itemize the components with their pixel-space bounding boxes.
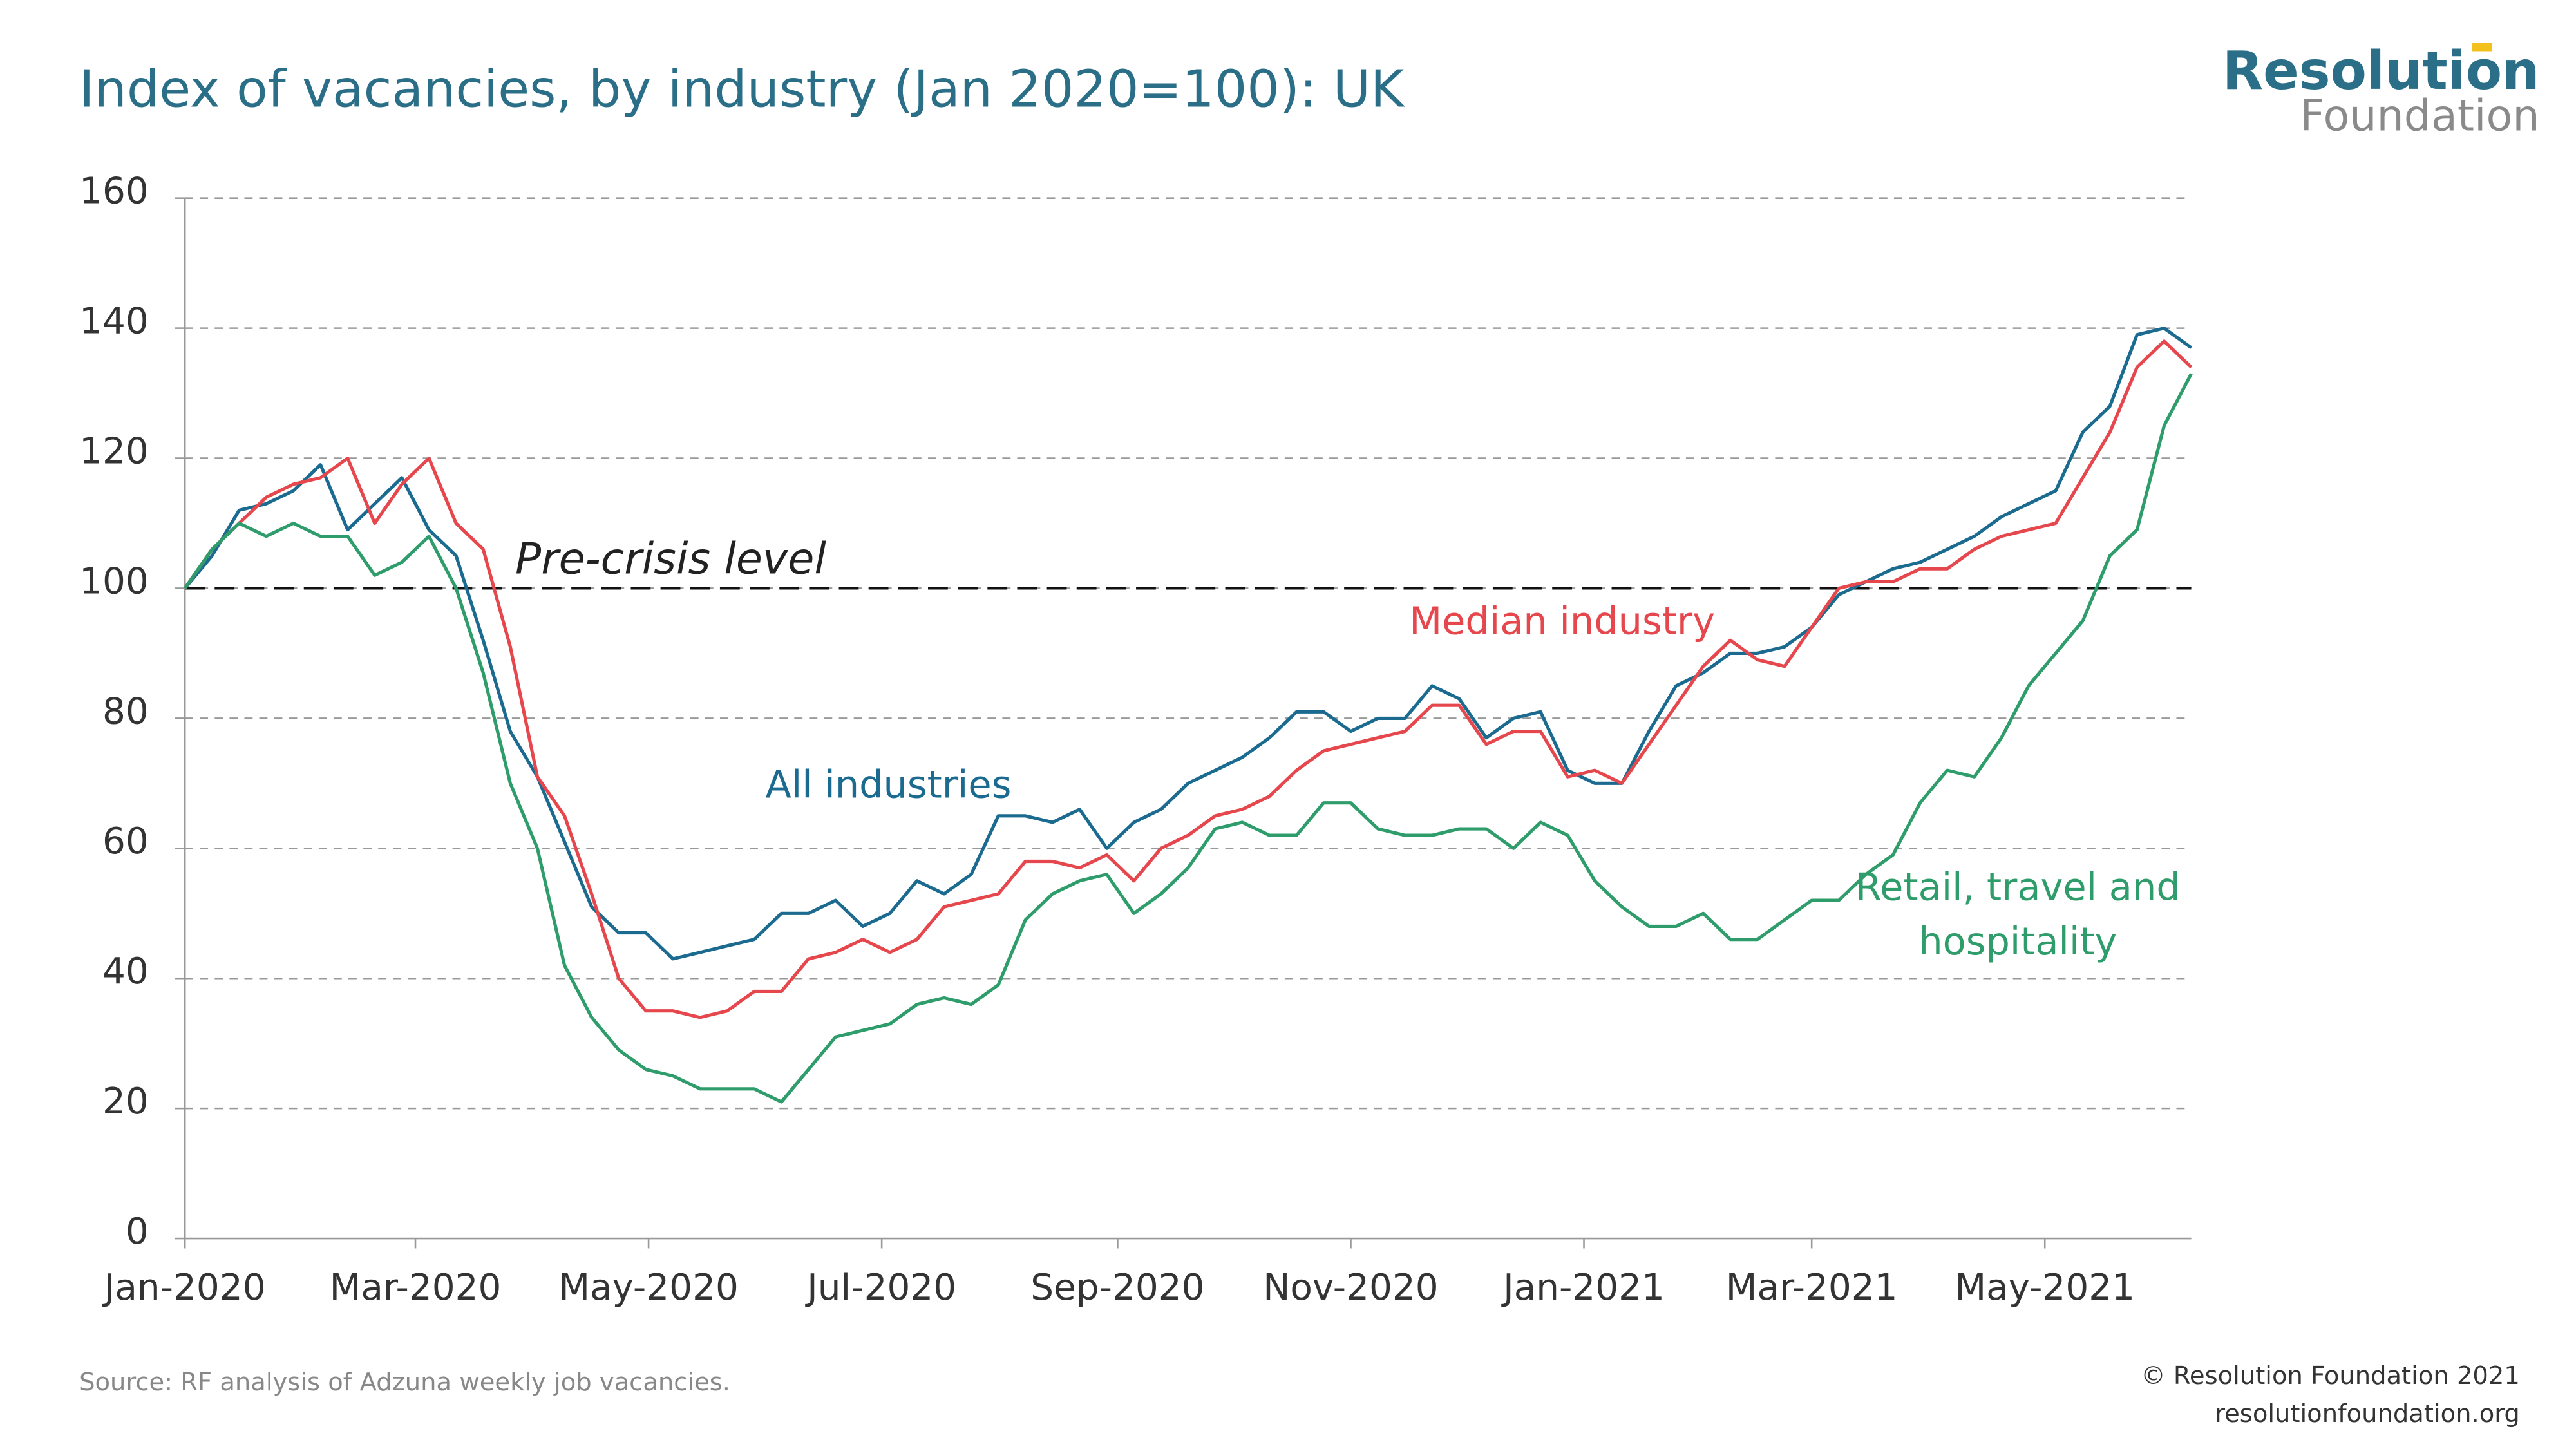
website: resolutionfoundation.org (2215, 1399, 2520, 1428)
chart-title: Index of vacancies, by industry (Jan 202… (79, 59, 1405, 119)
series-label: All industries (765, 764, 1012, 808)
source: Source: RF analysis of Adzuna weekly job… (79, 1368, 730, 1397)
y-tick-label: 140 (79, 301, 149, 343)
y-tick-label: 0 (126, 1211, 149, 1253)
series-line (184, 327, 2193, 961)
series-label-box: All industries (765, 764, 1012, 808)
logo-bottom: Foundation (2300, 91, 2540, 141)
x-tick-label: Mar-2020 (330, 1267, 502, 1309)
x-tick-label: May-2020 (558, 1267, 739, 1309)
y-tick-label: 100 (79, 560, 149, 602)
series-label-box: Median industry (1409, 601, 1716, 644)
logo-accent (2472, 43, 2492, 52)
x-tick-label: Nov-2020 (1263, 1267, 1438, 1309)
y-tick-label: 160 (79, 171, 149, 213)
x-tick-label: May-2021 (1955, 1267, 2135, 1309)
x-tick-label: Jan-2021 (1501, 1267, 1665, 1309)
x-tick-label: Jan-2020 (102, 1267, 266, 1309)
y-tick-label: 40 (102, 951, 149, 992)
y-tick-label: 80 (102, 690, 149, 732)
x-tick-label: Jul-2020 (805, 1267, 956, 1309)
x-tick-label: Mar-2021 (1726, 1267, 1898, 1309)
y-tick-label: 120 (79, 430, 149, 472)
copyright: © Resolution Foundation 2021 (2141, 1361, 2520, 1390)
series-label: Retail, travel and hospitality (1855, 867, 2181, 965)
x-tick-label: Sep-2020 (1030, 1267, 1204, 1309)
series-line (184, 373, 2193, 1104)
reference-label: Pre-crisis level (515, 533, 826, 583)
series-line (184, 339, 2193, 1019)
series-label: Median industry (1409, 601, 1716, 644)
series-label-box: Retail, travel and hospitality (1855, 867, 2181, 965)
y-tick-label: 20 (102, 1081, 149, 1122)
y-tick-label: 60 (102, 820, 149, 862)
